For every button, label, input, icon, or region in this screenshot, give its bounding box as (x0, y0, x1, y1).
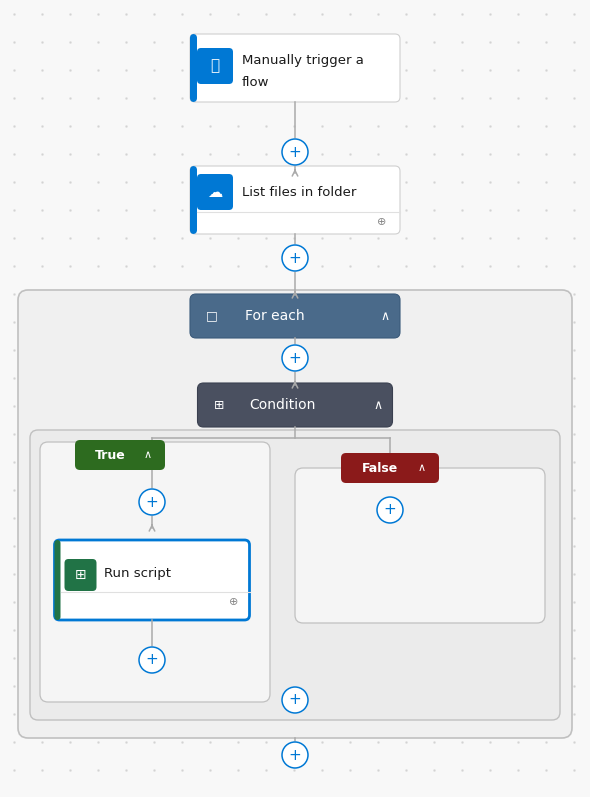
FancyBboxPatch shape (190, 166, 197, 234)
Text: List files in folder: List files in folder (242, 186, 356, 198)
Text: +: + (289, 144, 301, 159)
Text: +: + (289, 693, 301, 708)
Text: True: True (94, 449, 125, 461)
Circle shape (282, 345, 308, 371)
FancyBboxPatch shape (295, 468, 545, 623)
Text: ∧: ∧ (144, 450, 152, 460)
Text: ✋: ✋ (211, 58, 219, 73)
Text: ∧: ∧ (418, 463, 426, 473)
FancyBboxPatch shape (75, 440, 165, 470)
FancyBboxPatch shape (54, 540, 61, 620)
Circle shape (282, 139, 308, 165)
Text: +: + (289, 748, 301, 763)
FancyBboxPatch shape (54, 540, 250, 620)
Text: ☁: ☁ (207, 184, 222, 199)
FancyBboxPatch shape (190, 166, 400, 234)
Text: False: False (362, 461, 398, 474)
Text: +: + (384, 502, 396, 517)
Text: □: □ (206, 309, 218, 323)
FancyBboxPatch shape (190, 294, 400, 338)
FancyBboxPatch shape (190, 34, 197, 102)
Text: +: + (289, 351, 301, 366)
Circle shape (282, 687, 308, 713)
Text: Condition: Condition (250, 398, 316, 412)
FancyBboxPatch shape (197, 48, 233, 84)
FancyBboxPatch shape (18, 290, 572, 738)
FancyBboxPatch shape (64, 559, 97, 591)
Circle shape (139, 489, 165, 515)
Circle shape (139, 647, 165, 673)
FancyBboxPatch shape (197, 174, 233, 210)
FancyBboxPatch shape (198, 383, 392, 427)
Text: +: + (146, 653, 158, 668)
Text: ⊕: ⊕ (229, 597, 238, 607)
Text: ⊞: ⊞ (214, 398, 225, 411)
Circle shape (377, 497, 403, 523)
Text: Manually trigger a: Manually trigger a (242, 53, 364, 66)
Text: Run script: Run script (104, 567, 172, 580)
Text: ∧: ∧ (381, 309, 389, 323)
Text: For each: For each (245, 309, 304, 323)
Circle shape (282, 742, 308, 768)
Text: ∧: ∧ (373, 398, 382, 411)
Circle shape (282, 245, 308, 271)
Text: ⊕: ⊕ (378, 217, 386, 227)
FancyBboxPatch shape (40, 442, 270, 702)
Text: +: + (146, 494, 158, 509)
FancyBboxPatch shape (30, 430, 560, 720)
Text: +: + (289, 250, 301, 265)
FancyBboxPatch shape (341, 453, 439, 483)
Text: flow: flow (242, 76, 270, 88)
Text: ⊞: ⊞ (75, 568, 86, 582)
FancyBboxPatch shape (190, 34, 400, 102)
